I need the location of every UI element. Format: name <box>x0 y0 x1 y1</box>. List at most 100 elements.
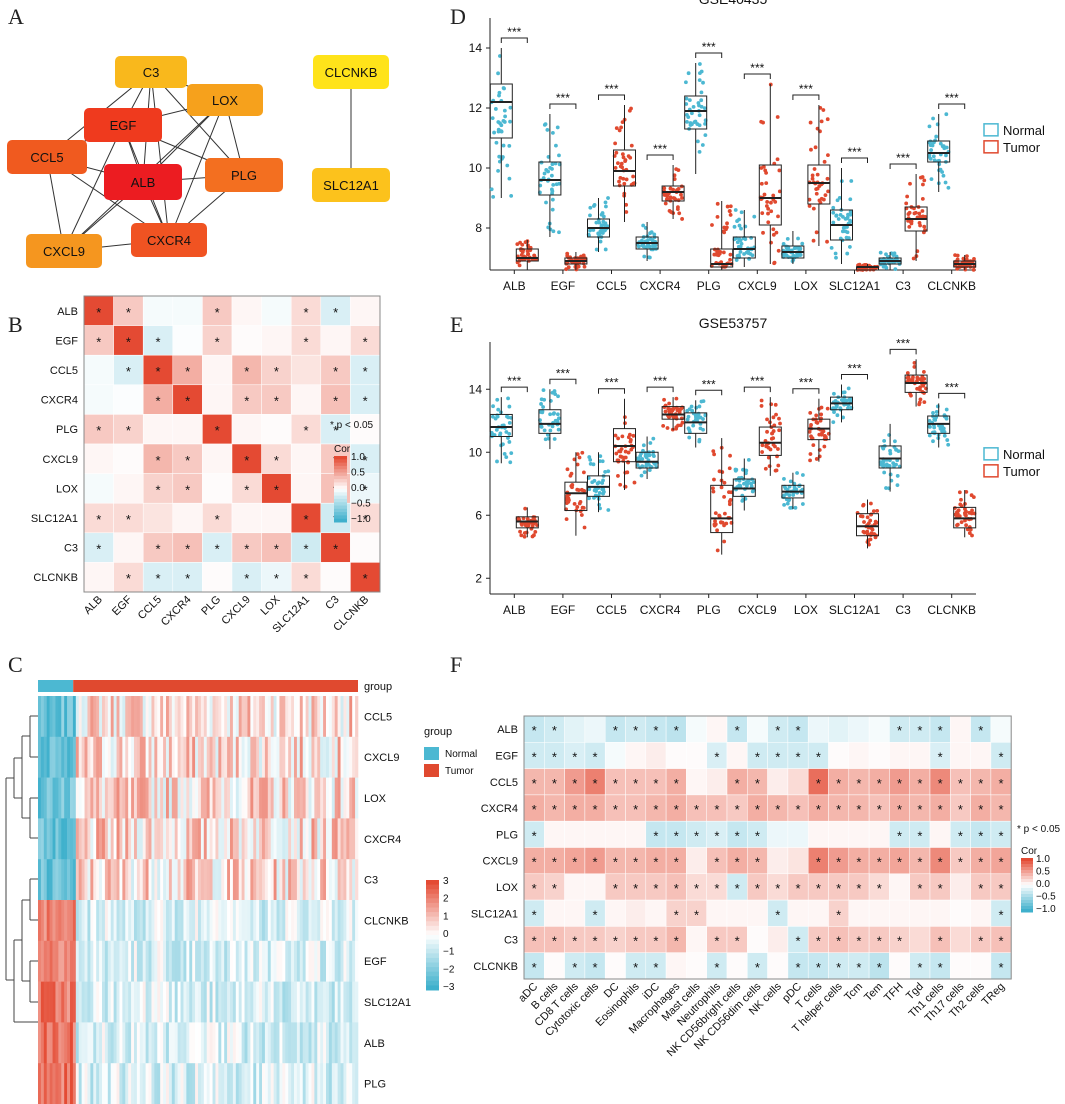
data-point <box>575 452 580 457</box>
data-point <box>575 505 580 509</box>
heatmap-cell <box>302 940 306 982</box>
immune-cell <box>604 742 626 769</box>
legend-label-tumor: Tumor <box>1003 464 1041 479</box>
data-point <box>847 245 852 249</box>
data-point <box>911 256 916 261</box>
heatmap-cell <box>349 940 353 982</box>
immune-star: * <box>816 881 821 896</box>
data-point <box>689 404 694 409</box>
heatmap-cell <box>96 900 100 942</box>
data-point <box>814 187 819 192</box>
heatmap-cell <box>355 696 359 738</box>
heatmap-scale-swatch <box>426 925 439 931</box>
heatmap-cell <box>288 859 292 901</box>
immune-row-label: EGF <box>495 750 518 762</box>
corr-star: * <box>333 364 338 379</box>
legend-swatch-tumor <box>983 464 999 478</box>
heatmap-cell <box>177 859 181 901</box>
heatmap-cell <box>282 940 286 982</box>
heatmap-cell <box>291 940 295 982</box>
heatmap-cell <box>151 736 155 778</box>
box-normal <box>927 140 951 163</box>
immune-star: * <box>775 881 780 896</box>
immune-legend-swatch <box>1021 909 1033 913</box>
immune-star: * <box>674 828 679 843</box>
data-point <box>800 241 805 246</box>
heatmap-cell <box>154 777 158 819</box>
corr-star: * <box>274 394 279 409</box>
data-point <box>920 209 925 213</box>
data-point <box>957 490 962 495</box>
heatmap-cell <box>90 859 94 901</box>
heatmap-scale-swatch <box>426 980 439 986</box>
immune-cell <box>950 952 971 980</box>
heatmap-cell <box>346 981 350 1023</box>
data-point <box>506 396 510 401</box>
data-point <box>686 115 691 120</box>
immune-star: * <box>633 723 638 738</box>
significance-label: *** <box>507 25 521 39</box>
heatmap-cell <box>113 940 117 982</box>
box-tumor <box>758 164 782 226</box>
data-point <box>697 437 702 442</box>
heatmap-cell <box>343 900 347 942</box>
data-point <box>701 427 705 432</box>
box-normal <box>538 409 562 434</box>
immune-star: * <box>653 723 658 738</box>
data-point <box>691 104 696 109</box>
heatmap-cell <box>128 1022 132 1064</box>
heatmap-cell <box>163 1063 167 1104</box>
heatmap-cell <box>232 940 237 982</box>
heatmap-cell <box>186 736 190 778</box>
heatmap-cell <box>67 940 71 982</box>
heatmap-cell <box>168 859 173 901</box>
corr-cell <box>172 295 203 326</box>
immune-star: * <box>755 881 760 896</box>
data-point <box>927 124 932 129</box>
data-point <box>766 211 770 216</box>
heatmap-cell <box>253 1022 257 1064</box>
data-point <box>597 502 602 507</box>
data-point <box>746 478 751 483</box>
heatmap-cell <box>58 900 62 942</box>
heatmap-cell <box>52 1063 56 1104</box>
data-point <box>967 531 972 535</box>
heatmap-cell <box>102 981 106 1023</box>
heatmap-cell <box>250 736 254 778</box>
heatmap-scale-swatch <box>426 944 439 950</box>
heatmap-cell <box>87 859 91 901</box>
heatmap-cell <box>264 900 269 942</box>
data-point <box>699 104 704 109</box>
data-point <box>618 164 623 169</box>
immune-cell <box>544 952 565 980</box>
heatmap-cell <box>119 859 123 901</box>
corr-cell <box>142 502 174 534</box>
heatmap-cell <box>241 981 245 1023</box>
heatmap-cell <box>116 859 120 901</box>
heatmap-cell <box>75 1022 80 1064</box>
heatmap-cell <box>259 859 263 901</box>
data-point <box>518 240 522 245</box>
heatmap-cell <box>52 981 56 1023</box>
heatmap-cell <box>84 777 88 819</box>
x-tick-label: SLC12A1 <box>829 279 881 293</box>
corr-legend-swatch <box>334 482 347 487</box>
heatmap-cell <box>317 1022 321 1064</box>
y-tick-label: 10 <box>469 445 483 459</box>
heatmap-cell <box>241 1063 245 1104</box>
heatmap-cell <box>311 859 315 901</box>
heatmap-cell <box>224 940 228 982</box>
heatmap-cell <box>72 777 77 819</box>
data-point <box>555 412 560 417</box>
heatmap-cell <box>93 940 97 982</box>
heatmap-cell <box>200 736 205 778</box>
immune-legend-swatch <box>1021 885 1033 889</box>
data-point <box>822 159 827 164</box>
data-point <box>493 416 498 421</box>
data-point <box>497 90 502 95</box>
boxplot-title: GSE53757 <box>699 315 768 331</box>
data-point <box>727 209 732 213</box>
heatmap-cell <box>235 940 240 982</box>
significance-label: *** <box>896 151 910 165</box>
